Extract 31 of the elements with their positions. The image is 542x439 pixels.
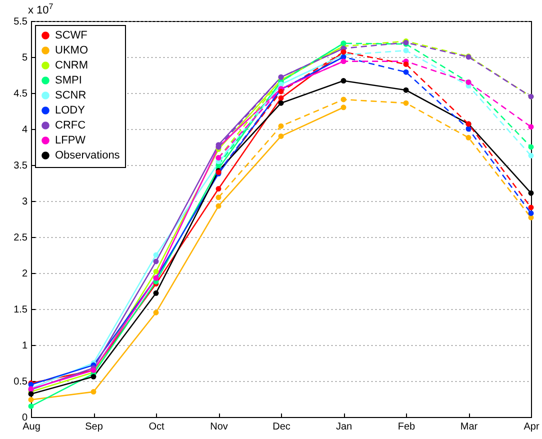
y-tick-label: 1 [22, 340, 28, 352]
x-tick-label: Oct [148, 422, 164, 432]
y-tick-label: 4 [22, 124, 28, 136]
legend-label: LFPW [55, 134, 86, 146]
y-tick-label: 5.5 [14, 16, 28, 28]
x-tick-label: Apr [524, 422, 540, 432]
text: x 10$^{7}$ [28, 2, 54, 17]
x-tick-label: Nov [210, 422, 228, 432]
y-tick-label: 2 [22, 268, 28, 280]
y-tick-label: 5 [22, 52, 28, 64]
x-tick-label: Jan [336, 422, 352, 432]
legend-label: CRFC [55, 120, 86, 132]
legend-label: SCNR [55, 90, 86, 102]
y-tick-label: 0 [22, 412, 28, 424]
y-tick-label: 2.5 [14, 232, 28, 244]
legend-label: UKMO [55, 44, 88, 56]
x-tick-label: Aug [22, 422, 40, 432]
y-tick-label: 0.5 [14, 376, 28, 388]
y-tick-label: 1.5 [14, 304, 28, 316]
legend-label: SCWF [55, 30, 88, 42]
x-tick-label: Dec [272, 422, 290, 432]
legend-label: LODY [55, 104, 86, 116]
x-tick-label: Feb [398, 422, 416, 432]
x-tick-label: Mar [460, 422, 478, 432]
y-tick-label: 3.5 [14, 160, 28, 172]
y-tick-label: 4.5 [14, 88, 28, 100]
legend-label: SMPI [55, 74, 82, 86]
legend-label: CNRM [55, 60, 88, 72]
legend-label: Observations [55, 150, 120, 162]
y-tick-label: 3 [22, 196, 28, 208]
x-tick-label: Sep [85, 422, 104, 432]
